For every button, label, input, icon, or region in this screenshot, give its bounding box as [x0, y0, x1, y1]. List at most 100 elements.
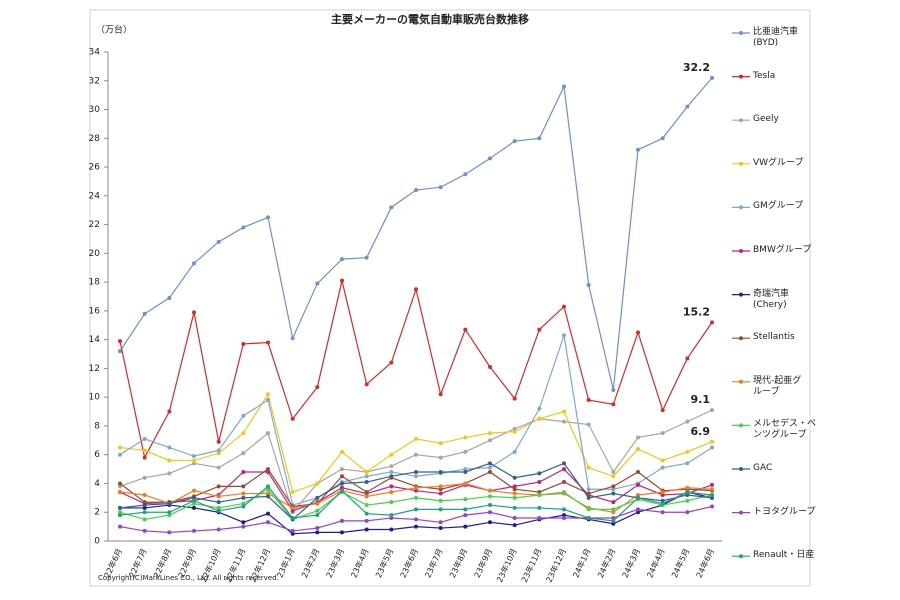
data-point	[167, 510, 172, 515]
data-point	[488, 469, 492, 474]
data-point	[389, 205, 394, 210]
data-point	[266, 484, 270, 489]
legend-label: メルセデス・ベ ンツグループ	[753, 419, 817, 441]
data-point	[216, 484, 221, 489]
data-label: 32.2	[683, 61, 710, 74]
footnote: Copyright(C)MarkLines CO., Ltd. All righ…	[98, 574, 279, 582]
data-point	[537, 490, 542, 495]
data-point	[266, 398, 270, 403]
data-point	[611, 469, 616, 474]
data-label: 6.9	[691, 425, 711, 438]
data-point	[512, 515, 517, 520]
data-point	[685, 490, 690, 495]
data-point	[389, 513, 394, 518]
data-point	[192, 310, 196, 315]
data-point	[710, 487, 714, 492]
y-tick-label: 20	[89, 249, 101, 259]
data-point	[340, 278, 344, 283]
data-label: 9.1	[691, 393, 711, 406]
data-point	[512, 495, 517, 500]
data-point	[710, 320, 714, 325]
data-point	[562, 507, 566, 512]
data-point	[167, 409, 172, 414]
data-point	[710, 445, 714, 450]
x-tick-label: 24年5月	[669, 547, 691, 580]
data-point	[192, 261, 196, 266]
data-point	[438, 520, 443, 525]
data-point	[562, 409, 566, 414]
data-point	[586, 422, 591, 427]
data-point	[586, 465, 591, 470]
data-point	[611, 491, 616, 496]
data-point	[216, 239, 221, 244]
data-point	[118, 452, 122, 457]
data-point	[340, 485, 344, 490]
data-point	[463, 327, 468, 332]
data-point	[488, 364, 492, 369]
data-point	[438, 185, 443, 190]
data-point	[167, 501, 172, 506]
data-point	[340, 481, 344, 486]
chart-title: 主要メーカーの電気自動車販売台数推移	[331, 12, 529, 26]
data-point	[488, 465, 492, 470]
data-point	[414, 524, 418, 529]
data-point	[611, 387, 616, 392]
y-unit: （万台）	[96, 24, 132, 36]
data-point	[660, 501, 665, 506]
data-point	[414, 495, 418, 500]
data-point	[586, 507, 591, 512]
data-point	[142, 475, 147, 480]
legend-marker	[739, 467, 743, 471]
y-tick-label: 16	[89, 306, 101, 316]
data-point	[266, 431, 270, 436]
data-point	[562, 84, 566, 89]
x-tick-label: 23年12月	[544, 547, 568, 584]
y-tick-label: 32	[89, 76, 100, 86]
data-point	[241, 413, 246, 418]
y-tick-label: 28	[89, 134, 101, 144]
legend-label: BMWグループ	[753, 245, 812, 255]
data-point	[512, 426, 517, 431]
data-point	[438, 498, 443, 503]
data-point	[488, 488, 492, 493]
data-point	[636, 469, 640, 474]
y-tick-label: 14	[89, 335, 101, 345]
data-point	[340, 257, 344, 262]
data-point	[315, 513, 320, 518]
data-point	[586, 495, 591, 500]
data-point	[290, 515, 295, 520]
data-point	[290, 416, 295, 421]
data-point	[710, 75, 714, 80]
data-point	[414, 287, 418, 292]
data-point	[537, 515, 542, 520]
data-point	[290, 490, 295, 495]
data-point	[241, 451, 246, 456]
data-point	[118, 484, 122, 489]
data-point	[710, 439, 714, 444]
data-point	[512, 475, 517, 480]
data-point	[142, 500, 147, 505]
legend-label: VWグループ	[753, 157, 804, 168]
data-point	[340, 488, 344, 493]
data-point	[414, 436, 418, 441]
data-point	[118, 513, 122, 518]
data-point	[463, 435, 468, 440]
data-point	[241, 225, 246, 230]
x-tick-label: 23年10月	[494, 547, 518, 584]
data-point	[562, 333, 566, 338]
data-point	[389, 360, 394, 365]
data-point	[216, 508, 221, 513]
data-point	[488, 503, 492, 508]
data-point	[611, 507, 616, 512]
data-point	[438, 526, 443, 531]
data-point	[142, 436, 147, 441]
x-tick-label: 23年5月	[373, 547, 395, 580]
data-point	[611, 521, 616, 526]
data-point	[636, 482, 640, 487]
legend-marker	[739, 118, 743, 123]
data-point	[512, 523, 517, 528]
series-line	[119, 280, 713, 460]
data-point	[512, 487, 517, 492]
data-point	[685, 419, 690, 424]
